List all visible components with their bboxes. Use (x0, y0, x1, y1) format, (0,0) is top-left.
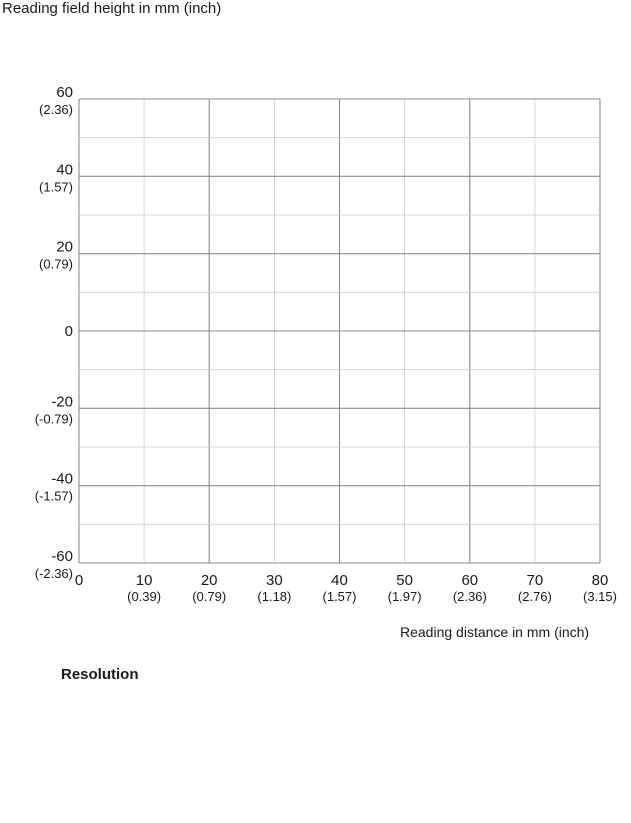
svg-text:(0.79): (0.79) (192, 589, 226, 604)
svg-text:30: 30 (266, 572, 283, 589)
svg-text:Resolution: Resolution (61, 666, 139, 683)
svg-text:10: 10 (136, 572, 153, 589)
svg-text:(-1.57): (-1.57) (35, 489, 73, 504)
svg-text:(-2.36): (-2.36) (35, 566, 73, 581)
svg-text:(1.57): (1.57) (39, 179, 73, 194)
svg-text:(2.36): (2.36) (39, 102, 73, 117)
svg-text:-20: -20 (51, 393, 73, 410)
svg-text:60: 60 (461, 572, 478, 589)
svg-text:(1.18): (1.18) (257, 589, 291, 604)
svg-text:50: 50 (396, 572, 413, 589)
svg-text:0: 0 (75, 572, 83, 589)
svg-text:(1.97): (1.97) (388, 589, 422, 604)
svg-text:-40: -40 (51, 471, 73, 488)
svg-text:20: 20 (201, 572, 218, 589)
svg-text:(3.15): (3.15) (583, 589, 617, 604)
svg-text:20: 20 (56, 239, 73, 256)
svg-text:60: 60 (56, 84, 73, 101)
svg-text:70: 70 (527, 572, 544, 589)
svg-text:(-0.79): (-0.79) (35, 411, 73, 426)
svg-text:40: 40 (331, 572, 348, 589)
svg-text:0: 0 (65, 323, 73, 340)
svg-text:Reading field height in mm (in: Reading field height in mm (inch) (2, 0, 221, 17)
svg-text:(1.57): (1.57) (323, 589, 357, 604)
svg-text:-60: -60 (51, 548, 73, 565)
svg-text:Reading distance in mm (inch): Reading distance in mm (inch) (400, 624, 589, 640)
svg-text:(0.39): (0.39) (127, 589, 161, 604)
svg-text:(2.36): (2.36) (453, 589, 487, 604)
svg-text:(0.79): (0.79) (39, 257, 73, 272)
svg-text:80: 80 (592, 572, 609, 589)
svg-text:40: 40 (56, 161, 73, 178)
svg-text:(2.76): (2.76) (518, 589, 552, 604)
